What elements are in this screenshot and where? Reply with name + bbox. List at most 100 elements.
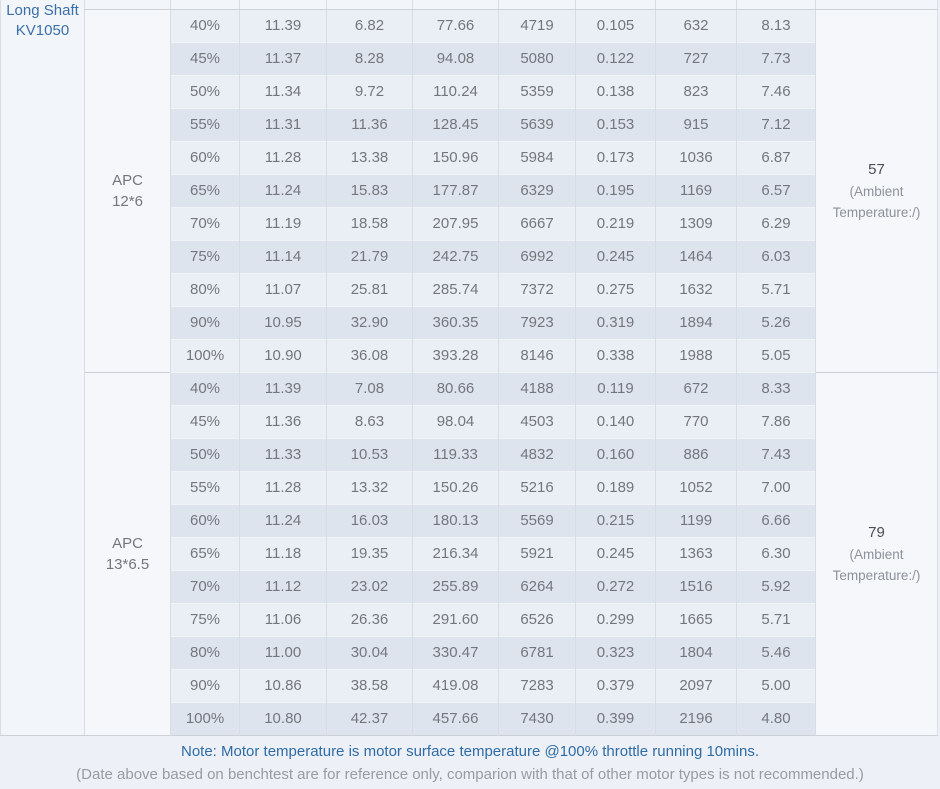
table-row: 100% 10.80 42.37 457.66 7430 0.399 2196 4.80 <box>1 701 938 735</box>
throttle-cell: 60% <box>170 503 240 537</box>
data-cell: 8.28 <box>326 41 413 75</box>
data-cell: 1516 <box>655 569 737 603</box>
data-cell: 10.53 <box>326 437 413 471</box>
data-cell: 7.46 <box>736 74 816 108</box>
table-row: APC 13*6.5 40% 11.39 7.08 80.66 4188 0.119 672 8.… <box>1 371 938 735</box>
data-cell: 6.57 <box>736 173 816 207</box>
table-row: 55% 11.31 11.36 128.45 5639 0.153 915 7.12 <box>1 107 938 141</box>
throttle-cell: 75% <box>170 602 240 636</box>
data-cell: 6992 <box>498 239 576 273</box>
data-cell: 13.38 <box>326 140 413 174</box>
data-cell: 5.05 <box>736 338 816 372</box>
data-cell: 7.12 <box>736 107 816 141</box>
data-cell: 1169 <box>655 173 737 207</box>
data-cell: 0.140 <box>575 404 656 438</box>
throttle-cell: 50% <box>170 437 240 471</box>
data-cell: 4832 <box>498 437 576 471</box>
throttle-cell: 60% <box>170 140 240 174</box>
data-cell: 16.03 <box>326 503 413 537</box>
data-cell: 0.272 <box>575 569 656 603</box>
table-row: 45% 11.37 8.28 94.08 5080 0.122 727 7.73 <box>1 41 938 75</box>
data-cell: 4503 <box>498 404 576 438</box>
data-cell: 4188 <box>498 371 576 405</box>
motor-name-line2: KV1050 <box>15 22 70 39</box>
data-cell: 6329 <box>498 173 576 207</box>
data-cell: 177.87 <box>412 173 499 207</box>
table-row: 90% 10.86 38.58 419.08 7283 0.379 2097 5.00 <box>1 668 938 702</box>
data-cell: 1804 <box>655 635 737 669</box>
table-row: 60% 11.28 13.38 150.96 5984 0.173 1036 6.87 <box>1 140 938 174</box>
data-cell: 291.60 <box>412 602 499 636</box>
data-cell: 4719 <box>498 8 576 42</box>
data-cell: 632 <box>655 8 737 42</box>
data-cell: 150.96 <box>412 140 499 174</box>
data-cell: 1309 <box>655 206 737 240</box>
data-cell: 11.36 <box>326 107 413 141</box>
ambient-note-line1: (Ambient <box>849 183 904 199</box>
data-cell: 11.06 <box>239 602 327 636</box>
data-cell: 1988 <box>655 338 737 372</box>
data-cell: 128.45 <box>412 107 499 141</box>
data-cell: 36.08 <box>326 338 413 372</box>
table-row: 50% 11.34 9.72 110.24 5359 0.138 823 7.46 <box>1 74 938 108</box>
throttle-cell: 55% <box>170 107 240 141</box>
data-cell: 1363 <box>655 536 737 570</box>
data-cell: 42.37 <box>326 701 413 735</box>
data-cell: 5569 <box>498 503 576 537</box>
data-cell: 6.29 <box>736 206 816 240</box>
motor-name-line1: Long Shaft <box>6 2 79 19</box>
data-cell: 11.37 <box>239 41 327 75</box>
data-cell: 0.379 <box>575 668 656 702</box>
data-cell: 7.86 <box>736 404 816 438</box>
data-cell: 6.66 <box>736 503 816 537</box>
data-cell: 1464 <box>655 239 737 273</box>
data-cell: 0.275 <box>575 272 656 306</box>
propeller-cell: APC 12*6 <box>84 9 171 372</box>
data-cell: 5.00 <box>736 668 816 702</box>
table-row: 50% 11.33 10.53 119.33 4832 0.160 886 7.43 <box>1 437 938 471</box>
data-cell: 77.66 <box>412 8 499 42</box>
data-cell: 0.399 <box>575 701 656 735</box>
data-cell: 0.245 <box>575 536 656 570</box>
data-cell: 6781 <box>498 635 576 669</box>
temperature-cell: 79 (Ambient Temperature:/) <box>815 371 938 735</box>
propeller-line2: 12*6 <box>112 192 143 210</box>
data-cell: 6526 <box>498 602 576 636</box>
data-cell: 0.138 <box>575 74 656 108</box>
table-row: 60% 11.24 16.03 180.13 5569 0.215 1199 6.66 <box>1 503 938 537</box>
table-row: 70% 11.19 18.58 207.95 6667 0.219 1309 6.29 <box>1 206 938 240</box>
data-cell: 6.03 <box>736 239 816 273</box>
data-cell: 11.07 <box>239 272 327 306</box>
data-cell: 672 <box>655 371 737 405</box>
table-row: 80% 11.07 25.81 285.74 7372 0.275 1632 5.71 <box>1 272 938 306</box>
data-cell: 0.189 <box>575 470 656 504</box>
data-cell: 11.14 <box>239 239 327 273</box>
data-cell: 13.32 <box>326 470 413 504</box>
data-cell: 7.43 <box>736 437 816 471</box>
throttle-cell: 90% <box>170 305 240 339</box>
table-row: 90% 10.95 32.90 360.35 7923 0.319 1894 5.26 <box>1 305 938 339</box>
propeller-line1: APC <box>112 171 143 189</box>
throttle-cell: 80% <box>170 635 240 669</box>
data-cell: 11.28 <box>239 470 327 504</box>
data-cell: 0.215 <box>575 503 656 537</box>
clipped-row: Long Shaft KV1050 <box>0 0 938 736</box>
data-cell: 25.81 <box>326 272 413 306</box>
data-cell: 11.36 <box>239 404 327 438</box>
data-cell: 6.82 <box>326 8 413 42</box>
motor-spec-table: Long Shaft KV1050 APC 12*6 40% 11.39 6.82 77.66… <box>0 0 938 736</box>
data-cell: 5216 <box>498 470 576 504</box>
data-cell: 6264 <box>498 569 576 603</box>
throttle-cell: 50% <box>170 74 240 108</box>
temperature-value: 79 <box>868 523 885 541</box>
data-cell: 242.75 <box>412 239 499 273</box>
table-row: 45% 11.36 8.63 98.04 4503 0.140 770 7.86 <box>1 404 938 438</box>
data-cell: 0.338 <box>575 338 656 372</box>
data-cell: 5.71 <box>736 602 816 636</box>
data-cell: 10.86 <box>239 668 327 702</box>
table-row: APC 12*6 40% 11.39 6.82 77.66 4719 0.105 632 8.13… <box>1 8 938 372</box>
table-row: 65% 11.24 15.83 177.87 6329 0.195 1169 6.57 <box>1 173 938 207</box>
data-cell: 21.79 <box>326 239 413 273</box>
data-cell: 330.47 <box>412 635 499 669</box>
data-cell: 8.33 <box>736 371 816 405</box>
